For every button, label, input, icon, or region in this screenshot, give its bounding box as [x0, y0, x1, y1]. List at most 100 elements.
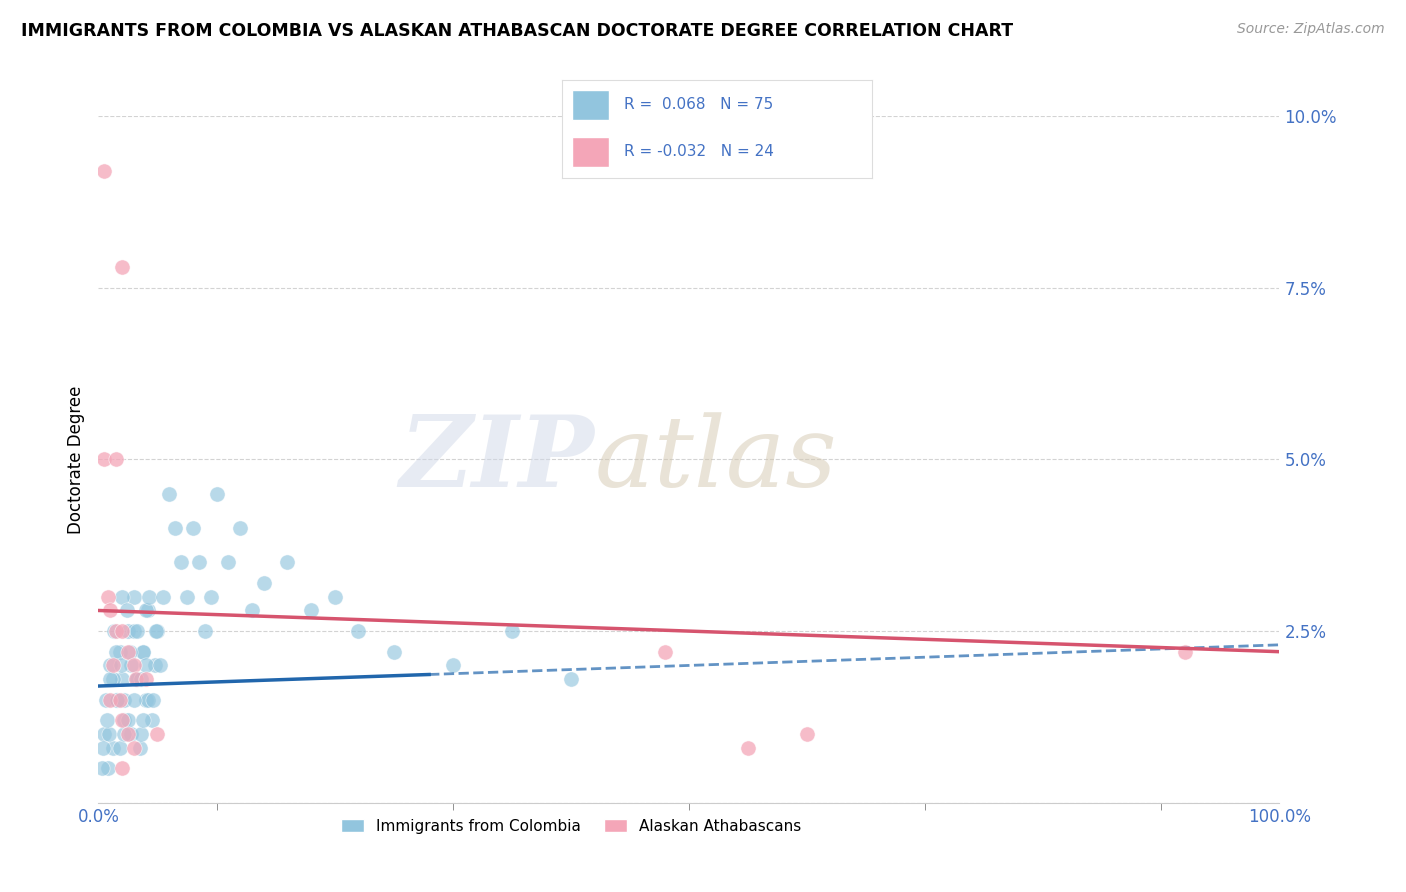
Point — [138, 590, 160, 604]
Point — [136, 603, 159, 617]
Point — [323, 590, 346, 604]
Point — [105, 452, 128, 467]
Point — [654, 645, 676, 659]
Point — [299, 603, 322, 617]
Point — [135, 692, 157, 706]
Point — [200, 590, 222, 604]
Point — [117, 727, 139, 741]
Point — [101, 658, 124, 673]
Point — [111, 624, 134, 639]
Point — [125, 672, 148, 686]
Point — [96, 714, 118, 728]
Point — [122, 590, 145, 604]
Point — [276, 555, 298, 570]
FancyBboxPatch shape — [572, 90, 609, 120]
Point — [141, 714, 163, 728]
Point — [122, 658, 145, 673]
Point — [132, 645, 155, 659]
Point — [136, 692, 159, 706]
Text: IMMIGRANTS FROM COLOMBIA VS ALASKAN ATHABASCAN DOCTORATE DEGREE CORRELATION CHAR: IMMIGRANTS FROM COLOMBIA VS ALASKAN ATHA… — [21, 22, 1014, 40]
Point — [194, 624, 217, 639]
Point — [117, 624, 139, 639]
Point — [135, 658, 157, 673]
Point — [98, 727, 121, 741]
Point — [103, 624, 125, 639]
Legend: Immigrants from Colombia, Alaskan Athabascans: Immigrants from Colombia, Alaskan Athaba… — [335, 813, 807, 839]
Point — [501, 624, 523, 639]
Point — [94, 692, 117, 706]
Point — [112, 714, 135, 728]
Text: Source: ZipAtlas.com: Source: ZipAtlas.com — [1237, 22, 1385, 37]
Point — [98, 692, 121, 706]
Point — [108, 692, 131, 706]
Point — [117, 714, 139, 728]
Point — [129, 727, 152, 741]
Point — [111, 260, 134, 274]
Point — [93, 164, 115, 178]
Point — [105, 624, 128, 639]
Point — [111, 762, 134, 776]
Point — [152, 590, 174, 604]
Point — [157, 487, 180, 501]
Text: ZIP: ZIP — [399, 411, 595, 508]
Point — [115, 603, 138, 617]
Point — [98, 603, 121, 617]
Point — [121, 727, 143, 741]
Point — [176, 590, 198, 604]
Point — [205, 487, 228, 501]
Point — [117, 645, 139, 659]
Point — [128, 740, 150, 755]
Point — [127, 672, 149, 686]
Point — [135, 603, 157, 617]
Point — [127, 624, 149, 639]
Point — [105, 692, 128, 706]
Point — [229, 521, 252, 535]
Point — [121, 658, 143, 673]
Point — [253, 576, 276, 591]
Point — [145, 624, 167, 639]
Point — [91, 762, 114, 776]
Text: R = -0.032   N = 24: R = -0.032 N = 24 — [624, 145, 775, 160]
Text: R =  0.068   N = 75: R = 0.068 N = 75 — [624, 97, 773, 112]
Point — [165, 521, 187, 535]
FancyBboxPatch shape — [572, 137, 609, 167]
Point — [132, 645, 155, 659]
Point — [132, 714, 155, 728]
Point — [217, 555, 239, 570]
Point — [110, 658, 132, 673]
Point — [170, 555, 193, 570]
Point — [97, 590, 120, 604]
Text: atlas: atlas — [595, 412, 837, 507]
Point — [1174, 645, 1197, 659]
Point — [122, 692, 145, 706]
Point — [382, 645, 405, 659]
Point — [146, 624, 169, 639]
Point — [112, 692, 135, 706]
Point — [796, 727, 818, 741]
Point — [122, 624, 145, 639]
Point — [112, 727, 135, 741]
Point — [142, 692, 165, 706]
Point — [181, 521, 204, 535]
Point — [91, 740, 114, 755]
Point — [93, 452, 115, 467]
Point — [129, 672, 152, 686]
Point — [105, 692, 128, 706]
Point — [149, 658, 172, 673]
Point — [98, 672, 121, 686]
Point — [108, 740, 131, 755]
Point — [101, 672, 124, 686]
Point — [111, 590, 134, 604]
Point — [105, 645, 128, 659]
Point — [737, 740, 759, 755]
Point — [111, 714, 134, 728]
Y-axis label: Doctorate Degree: Doctorate Degree — [66, 385, 84, 533]
Point — [125, 672, 148, 686]
Point — [98, 658, 121, 673]
Point — [93, 727, 115, 741]
Point — [143, 658, 166, 673]
Point — [135, 672, 157, 686]
Point — [240, 603, 263, 617]
Point — [97, 762, 120, 776]
Point — [122, 740, 145, 755]
